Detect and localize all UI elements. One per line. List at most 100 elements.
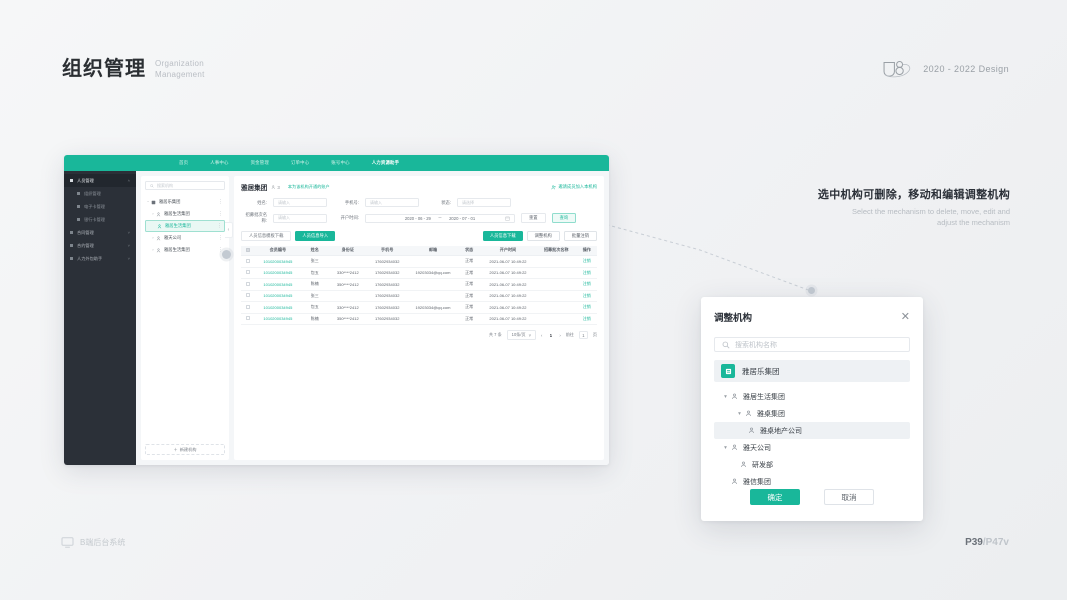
status-select[interactable]: 请选择 bbox=[457, 198, 511, 207]
sidebar-item-outsourcing[interactable]: 人力外包助手 ˅ bbox=[64, 252, 136, 265]
cancel-button[interactable]: 取消 bbox=[824, 489, 874, 505]
sidebar-item-organization[interactable]: 组织管理 bbox=[64, 187, 136, 200]
footer-left: B端后台系统 bbox=[61, 537, 125, 548]
modal-node-1[interactable]: ▾ 雅桌集团 bbox=[714, 405, 910, 422]
batch-cancel-button[interactable]: 批量注销 bbox=[563, 231, 597, 241]
tree-node-4[interactable]: › 雅居生活集团 ⋮ bbox=[145, 244, 225, 256]
modal-node-0[interactable]: ▾ 雅居生活集团 bbox=[714, 388, 910, 405]
adjust-org-button[interactable]: 调整机构 bbox=[526, 231, 560, 241]
cell-operation[interactable]: 注销 bbox=[576, 290, 597, 302]
cell-operation[interactable]: 注销 bbox=[576, 278, 597, 291]
people-icon bbox=[272, 185, 276, 189]
tree-node-root[interactable]: − 雅居乐集团 ⋮ bbox=[145, 196, 225, 208]
new-org-button[interactable]: ＋ 新建机构 bbox=[145, 444, 225, 455]
modal-node-3[interactable]: ▾ 雅天公司 bbox=[714, 439, 910, 456]
checkbox-icon[interactable] bbox=[245, 258, 250, 263]
cell-operation[interactable]: 注销 bbox=[576, 255, 597, 268]
expand-icon[interactable]: ▾ bbox=[724, 444, 727, 451]
cell-operation[interactable]: 注销 bbox=[576, 267, 597, 279]
phone-input[interactable]: 请输入 bbox=[365, 198, 419, 207]
cell-operation[interactable]: 注销 bbox=[576, 301, 597, 314]
modal-search-input[interactable]: 搜索机构名称 bbox=[714, 337, 910, 352]
next-page-button[interactable]: › bbox=[559, 332, 561, 338]
topnav-item-2[interactable]: 资金管理 bbox=[250, 160, 269, 165]
table-row[interactable]: 1010200034945 陈楠 350****2412 17602934032… bbox=[241, 313, 597, 325]
cell-member-id[interactable]: 1010200034945 bbox=[254, 267, 301, 279]
cell-member-id[interactable]: 1010200034945 bbox=[254, 290, 301, 302]
table-row[interactable]: 1010200034945 张三 17602934032 正常 2021-06-… bbox=[241, 290, 597, 302]
page-number-1[interactable]: 1 bbox=[549, 332, 552, 338]
sidebar-item-personnel[interactable]: 人员管理 ˄ bbox=[64, 174, 136, 187]
member-count: 3 bbox=[271, 185, 280, 190]
tree-search-input[interactable]: 搜索机构 bbox=[145, 181, 225, 190]
cell-member-id[interactable]: 1010200034945 bbox=[254, 255, 301, 268]
cell-member-id[interactable]: 1010200034945 bbox=[254, 301, 301, 314]
topnav-item-4[interactable]: 账号中心 bbox=[331, 160, 350, 165]
topnav-item-1[interactable]: 人事中心 bbox=[210, 160, 229, 165]
batch-input[interactable]: 请输入 bbox=[273, 213, 327, 223]
sidebar-item-contract[interactable]: 合同管理 ˅ bbox=[64, 226, 136, 239]
goto-input[interactable]: 1 bbox=[578, 331, 588, 339]
row-checkbox[interactable] bbox=[241, 301, 255, 314]
topnav-item-3[interactable]: 订单中心 bbox=[290, 160, 310, 165]
page-size-select[interactable]: 10条/页 ˅ bbox=[506, 330, 536, 340]
select-all-checkbox[interactable] bbox=[241, 245, 255, 256]
row-checkbox[interactable] bbox=[241, 255, 255, 268]
expand-icon[interactable]: ▾ bbox=[724, 393, 727, 400]
top-navigation[interactable]: 首页 人事中心 资金管理 订单中心 账号中心 人力资源助手 bbox=[168, 160, 410, 166]
expand-icon[interactable]: › bbox=[152, 212, 154, 216]
cell-operation[interactable]: 注销 bbox=[576, 313, 597, 325]
table-row[interactable]: 1010200034945 陈楠 350****2412 17602934032… bbox=[241, 278, 597, 291]
checkbox-icon[interactable] bbox=[245, 281, 250, 286]
cell-name: 张三 bbox=[300, 255, 329, 268]
download-template-button[interactable]: 人员信息模板下载 bbox=[241, 231, 292, 241]
name-input[interactable]: 请输入 bbox=[273, 198, 327, 207]
checkbox-icon[interactable] bbox=[245, 293, 250, 298]
sidebar-item-agreement[interactable]: 合约管理 ˅ bbox=[64, 239, 136, 252]
tree-node-selected[interactable]: 雅居生活集团 ⋮ bbox=[145, 220, 225, 232]
row-checkbox[interactable] bbox=[241, 290, 255, 302]
tree-node-1[interactable]: › 雅居生活集团 ⋮ bbox=[145, 208, 225, 220]
sidebar-item-ecard[interactable]: 电子卡管理 bbox=[64, 200, 136, 213]
close-icon[interactable]: ✕ bbox=[900, 310, 910, 323]
download-members-button[interactable]: 人员信息下载 bbox=[482, 231, 523, 241]
page-title-en-line2: Management bbox=[155, 70, 205, 79]
tree-collapse-button[interactable]: ‹ bbox=[225, 222, 233, 238]
more-icon[interactable]: ⋮ bbox=[217, 223, 222, 229]
checkbox-icon[interactable] bbox=[245, 247, 250, 252]
table-row[interactable]: 1010200034945 张三 17602934032 正常 2021-06-… bbox=[241, 255, 597, 268]
table-row[interactable]: 1010200034945 包五 330****2412 17602934032… bbox=[241, 301, 597, 314]
topnav-item-5[interactable]: 人力资源助手 bbox=[371, 160, 400, 165]
more-icon[interactable]: ⋮ bbox=[218, 211, 223, 217]
more-icon[interactable]: ⋮ bbox=[218, 235, 223, 241]
checkbox-icon[interactable] bbox=[245, 304, 250, 309]
topnav-item-0[interactable]: 首页 bbox=[179, 160, 189, 165]
row-checkbox[interactable] bbox=[241, 313, 255, 325]
search-button[interactable]: 查询 bbox=[551, 213, 577, 223]
modal-node-selected[interactable]: 雅桌地产公司 bbox=[714, 422, 910, 439]
cell-member-id[interactable]: 1010200034945 bbox=[254, 313, 301, 325]
date-range-picker[interactable]: 2020 - 06 - 29 － 2020 - 07 - 01 bbox=[365, 213, 515, 223]
more-icon[interactable]: ⋮ bbox=[218, 247, 223, 253]
checkbox-icon[interactable] bbox=[245, 270, 250, 275]
table-row[interactable]: 1010200034945 包五 330****2412 17602934032… bbox=[241, 267, 597, 279]
reset-button[interactable]: 重置 bbox=[521, 213, 546, 223]
tree-node-3[interactable]: › 雅天公司 ⋮ bbox=[145, 232, 225, 244]
cell-member-id[interactable]: 1010200034945 bbox=[254, 278, 301, 291]
expand-icon[interactable]: ▾ bbox=[738, 410, 741, 417]
more-icon[interactable]: ⋮ bbox=[218, 199, 223, 205]
invite-member-link[interactable]: 邀请成员加入本机构 bbox=[551, 184, 597, 190]
import-members-button[interactable]: 人员信息导入 bbox=[295, 231, 336, 241]
sidebar-item-bankcard[interactable]: 银行卡管理 bbox=[64, 213, 136, 226]
expand-icon[interactable]: › bbox=[152, 248, 154, 252]
modal-node-4[interactable]: 研发部 bbox=[714, 456, 910, 473]
modal-root-node[interactable]: 雅居乐集团 bbox=[714, 360, 910, 382]
expand-icon[interactable]: − bbox=[146, 200, 150, 204]
modal-node-5[interactable]: 雅信集团 bbox=[714, 473, 910, 490]
confirm-button[interactable]: 确定 bbox=[750, 489, 800, 505]
expand-icon[interactable]: › bbox=[152, 236, 154, 240]
checkbox-icon[interactable] bbox=[245, 316, 250, 321]
row-checkbox[interactable] bbox=[241, 278, 255, 291]
row-checkbox[interactable] bbox=[241, 267, 255, 279]
prev-page-button[interactable]: ‹ bbox=[540, 332, 543, 338]
